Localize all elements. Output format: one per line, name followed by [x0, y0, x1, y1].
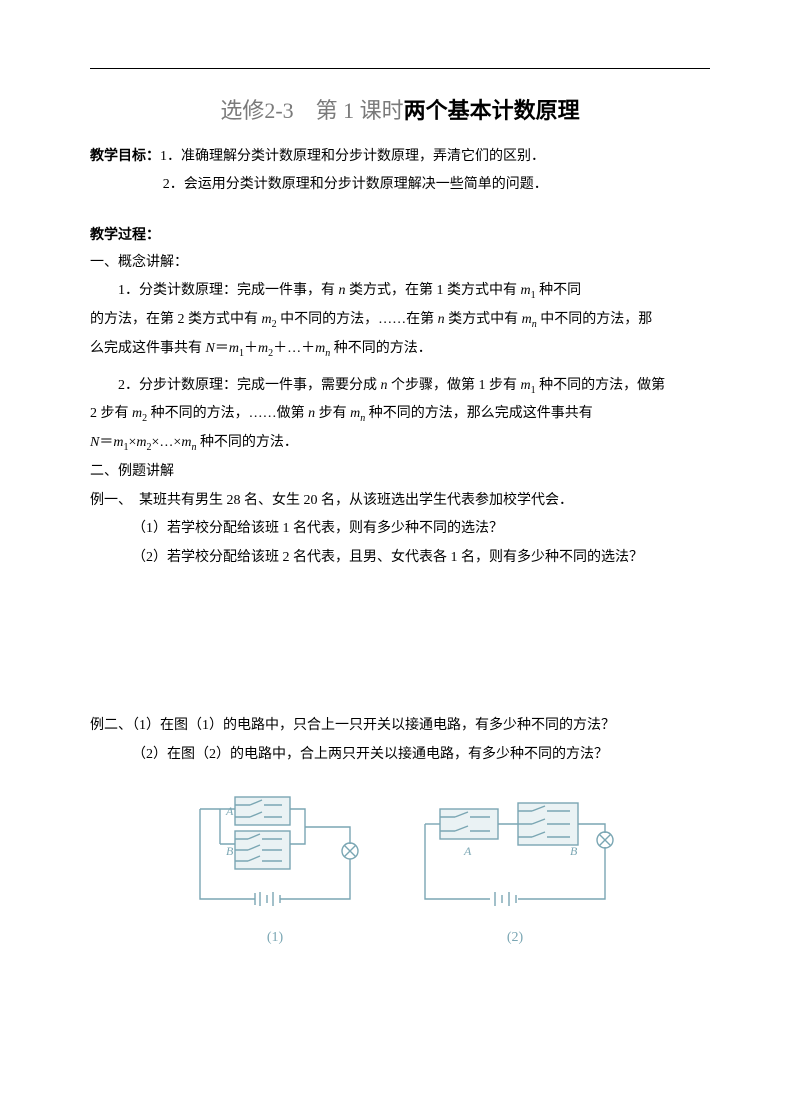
text: 种不同的方法，那么完成这件事共有: [365, 406, 593, 421]
var-n: n: [339, 283, 346, 298]
ex1-q2: （2）若学校分配给该班 2 名代表，且男、女代表各 1 名，则有多少种不同的选法…: [90, 545, 710, 572]
plus: ＋: [273, 341, 287, 356]
text: 么完成这件事共有: [90, 341, 206, 356]
text: 步有: [315, 406, 350, 421]
var-m: m: [113, 435, 123, 450]
concept-label: 一、概念讲解：: [90, 250, 710, 277]
title-prefix: 选修2-3 第 1 课时: [220, 98, 403, 123]
title-main: 两个基本计数原理: [404, 98, 580, 123]
dots: …: [159, 435, 173, 450]
circuit-1-svg: A B: [180, 789, 370, 919]
var-m: m: [229, 341, 239, 356]
text: 类方式中有: [445, 312, 522, 327]
text: 中不同的方法，那: [537, 312, 653, 327]
var-N: N: [206, 341, 215, 356]
var-m: m: [315, 341, 325, 356]
goal-2: 2．会运用分类计数原理和分步计数原理解决一些简单的问题．: [90, 172, 710, 199]
var-m: m: [262, 312, 272, 327]
label-A: A: [463, 844, 472, 858]
eq: ＝: [99, 435, 113, 450]
plus: ＋: [301, 341, 315, 356]
header-divider: [90, 68, 710, 69]
concept-p5: 2 步有 m2 种不同的方法，……做第 n 步有 mn 种不同的方法，那么完成这…: [90, 401, 710, 428]
text: 种不同的方法．: [196, 435, 298, 450]
goal-1: 1．准确理解分类计数原理和分步计数原理，弄清它们的区别．: [160, 149, 545, 164]
var-m: m: [181, 435, 191, 450]
text: 类方式，在第 1 类方式中有: [346, 283, 521, 298]
label-B: B: [226, 844, 234, 858]
concept-p6: N＝m1×m2×…×mn 种不同的方法．: [90, 430, 710, 457]
ex1-head: 例一、 某班共有男生 28 名、女生 20 名，从该班选出学生代表参加校学代会．: [90, 488, 710, 515]
var-n: n: [438, 312, 445, 327]
circuit-diagrams: A B (1): [90, 789, 710, 952]
var-m: m: [132, 406, 142, 421]
plus: ＋: [244, 341, 258, 356]
goals-label: 教学目标：: [90, 147, 160, 163]
var-N: N: [90, 435, 99, 450]
circuit-1: A B (1): [180, 789, 370, 952]
var-m: m: [136, 435, 146, 450]
text: 中不同的方法，……在第: [277, 312, 438, 327]
text: 2．分步计数原理：完成一件事，需要分成: [118, 378, 381, 393]
concept-p2: 的方法，在第 2 类方式中有 m2 中不同的方法，……在第 n 类方式中有 mn…: [90, 307, 710, 334]
circuit-2: A B (2): [410, 789, 620, 952]
text: 1．分类计数原理：完成一件事，有: [118, 283, 339, 298]
text: 种不同的方法，做第: [536, 378, 666, 393]
concept-p3: 么完成这件事共有 N＝m1＋m2＋…＋mn 种不同的方法．: [90, 336, 710, 363]
text: 个步骤，做第 1 步有: [388, 378, 521, 393]
var-m: m: [350, 406, 360, 421]
var-m: m: [521, 378, 531, 393]
circuit-2-svg: A B: [410, 789, 620, 919]
page-title: 选修2-3 第 1 课时两个基本计数原理: [90, 90, 710, 132]
text: 种不同的方法．: [330, 341, 432, 356]
eq: ＝: [215, 341, 229, 356]
var-m: m: [522, 312, 532, 327]
label-B: B: [570, 844, 578, 858]
ex2-line2: （2）在图（2）的电路中，合上两只开关以接通电路，有多少种不同的方法？: [90, 742, 710, 769]
ex2-line1: 例二、（1）在图（1）的电路中，只合上一只开关以接通电路，有多少种不同的方法？: [90, 713, 710, 740]
label-A: A: [225, 804, 234, 818]
var-m: m: [521, 283, 531, 298]
process-label: 教学过程：: [90, 221, 710, 248]
text: 的方法，在第 2 类方式中有: [90, 312, 262, 327]
caption-1: (1): [180, 925, 370, 952]
goals-line1: 教学目标：1．准确理解分类计数原理和分步计数原理，弄清它们的区别．: [90, 142, 710, 171]
text: 2 步有: [90, 406, 132, 421]
var-n: n: [381, 378, 388, 393]
concept-p4: 2．分步计数原理：完成一件事，需要分成 n 个步骤，做第 1 步有 m1 种不同…: [90, 373, 710, 400]
var-m: m: [258, 341, 268, 356]
dots: …: [287, 341, 301, 356]
text: 种不同: [536, 283, 582, 298]
ex1-q1: （1）若学校分配给该班 1 名代表，则有多少种不同的选法？: [90, 516, 710, 543]
examples-label: 二、例题讲解: [90, 459, 710, 486]
caption-2: (2): [410, 925, 620, 952]
text: 种不同的方法，……做第: [147, 406, 308, 421]
concept-p1: 1．分类计数原理：完成一件事，有 n 类方式，在第 1 类方式中有 m1 种不同: [90, 278, 710, 305]
